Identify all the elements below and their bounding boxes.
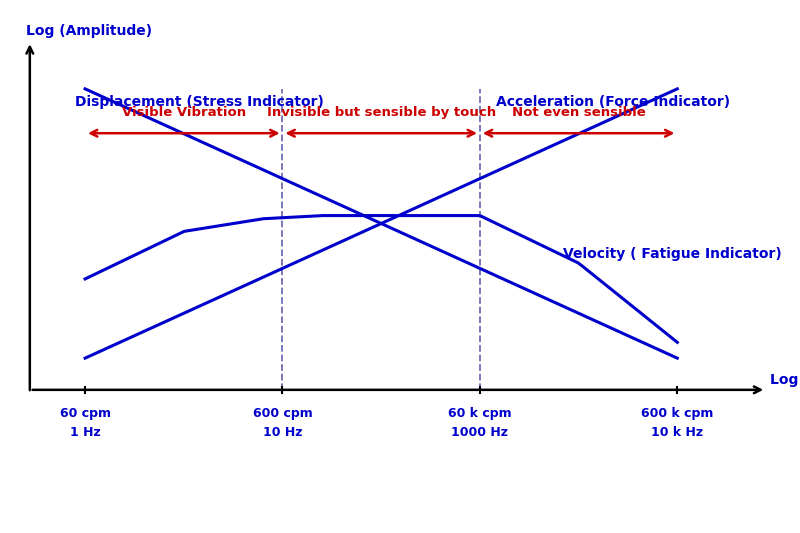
Text: 600 cpm: 600 cpm bbox=[253, 407, 312, 420]
Text: 600 k cpm: 600 k cpm bbox=[641, 407, 714, 420]
Text: 1 Hz: 1 Hz bbox=[70, 426, 101, 439]
Text: Velocity ( Fatigue Indicator): Velocity ( Fatigue Indicator) bbox=[563, 247, 782, 261]
Text: Visible Vibration: Visible Vibration bbox=[122, 106, 246, 119]
Text: 10 Hz: 10 Hz bbox=[262, 426, 302, 439]
Text: Invisible but sensible by touch: Invisible but sensible by touch bbox=[266, 106, 496, 119]
Text: 60 cpm: 60 cpm bbox=[59, 407, 110, 420]
Text: Acceleration (Force Indicator): Acceleration (Force Indicator) bbox=[496, 95, 730, 109]
Text: 10 k Hz: 10 k Hz bbox=[651, 426, 703, 439]
Text: Log (Amplitude): Log (Amplitude) bbox=[26, 24, 152, 38]
Text: 60 k cpm: 60 k cpm bbox=[448, 407, 512, 420]
Text: Not even sensible: Not even sensible bbox=[512, 106, 646, 119]
Text: 1000 Hz: 1000 Hz bbox=[451, 426, 508, 439]
Text: Displacement (Stress Indicator): Displacement (Stress Indicator) bbox=[75, 95, 324, 109]
Text: Log (Frequency): Log (Frequency) bbox=[770, 373, 800, 386]
